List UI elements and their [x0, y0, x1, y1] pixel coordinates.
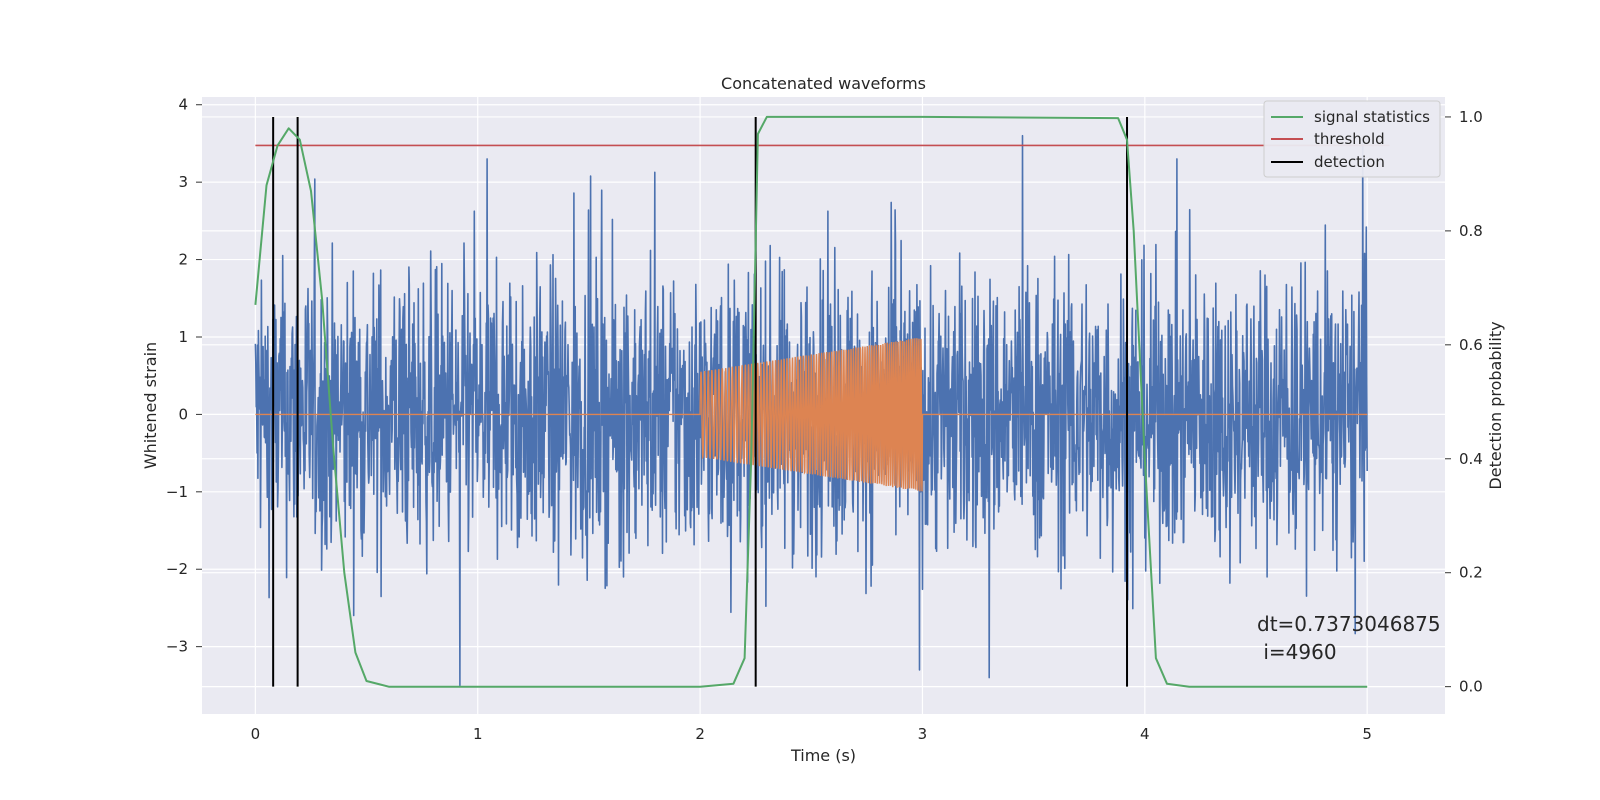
y2-tick-label: 0.2: [1459, 564, 1483, 582]
tick-labels: 0 1 2 3 4 5 −3 −2 −1 0 1 2 3 4 0.0 0.2 0.4 0.6 0.8 1.0: [166, 96, 1483, 743]
x-tick-label: 5: [1362, 725, 1372, 743]
x-tick-label: 0: [251, 725, 261, 743]
y-tick-label: 4: [178, 96, 188, 114]
x-axis-label: Time (s): [790, 746, 856, 765]
signal-series-line: [255, 338, 1368, 492]
x-tick-label: 1: [473, 725, 483, 743]
y-tick-label: −1: [166, 483, 188, 501]
statistics-series-line: [254, 115, 1368, 688]
y2-tick-label: 1.0: [1459, 108, 1483, 126]
annotation-i: i=4960: [1257, 640, 1337, 664]
legend-box: [1263, 100, 1441, 178]
x-tick-label: 3: [918, 725, 928, 743]
x-tick-label: 4: [1140, 725, 1150, 743]
annotation-dt: dt=0.7373046875: [1257, 612, 1441, 636]
y-tick-label: −2: [166, 560, 188, 578]
noise-series-line: [254, 134, 1368, 687]
legend-label-detection: detection: [1314, 153, 1385, 171]
y-tick-label: 3: [178, 173, 188, 191]
y-tick-label: 0: [178, 405, 188, 423]
y-tick-label: −3: [166, 638, 188, 656]
y-axis-label: Whitened strain: [141, 342, 160, 469]
legend-label-statistics: signal statistics: [1314, 108, 1430, 126]
x-tick-label: 2: [695, 725, 705, 743]
data-layer: [254, 115, 1390, 688]
y2-tick-label: 0.4: [1459, 450, 1483, 468]
legend-label-threshold: threshold: [1314, 130, 1385, 148]
y2-tick-label: 0.6: [1459, 336, 1483, 354]
chart-title: Concatenated waveforms: [721, 74, 926, 93]
y-tick-label: 2: [178, 251, 188, 269]
legend: signal statistics threshold detection: [1263, 100, 1441, 178]
y2-tick-label: 0.0: [1459, 678, 1483, 696]
y2-tick-label: 0.8: [1459, 222, 1483, 240]
y2-axis-label: Detection probability: [1486, 321, 1505, 489]
y-tick-label: 1: [178, 328, 188, 346]
